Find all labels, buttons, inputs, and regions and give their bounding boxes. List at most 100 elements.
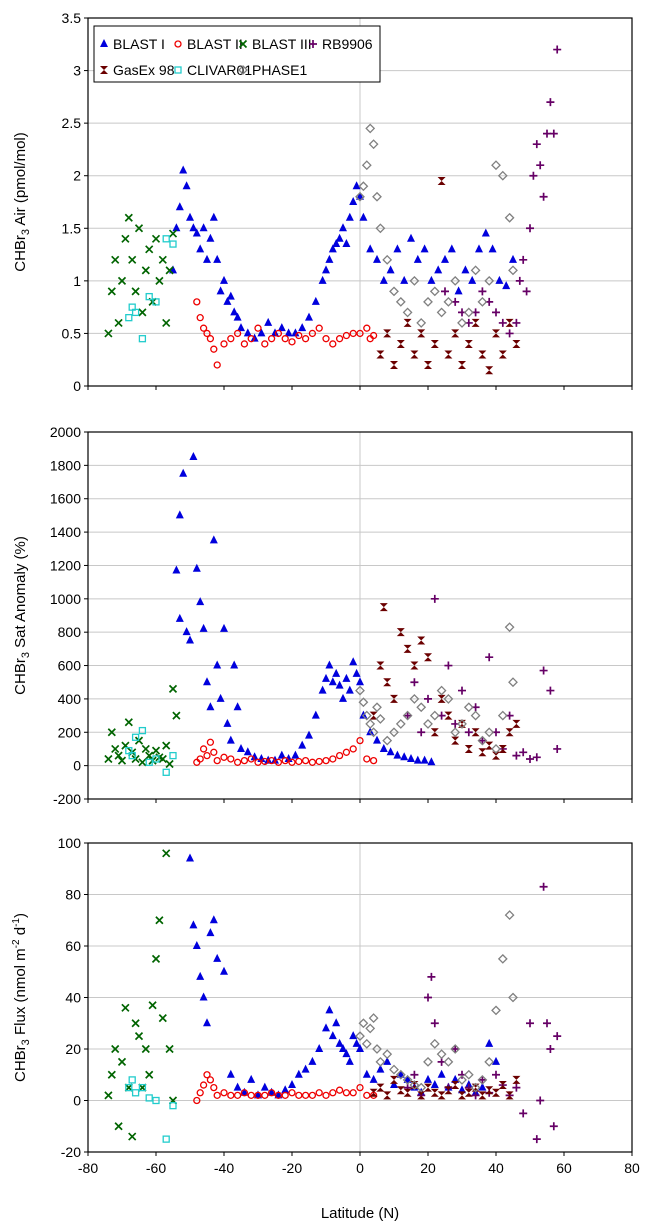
panel-2-point-blast-i [206, 702, 215, 711]
panel-1-point-blast-i [192, 228, 201, 237]
panel-2-point-phase1 [443, 693, 454, 704]
panel-2-point-phase1 [504, 622, 515, 633]
panel-1-point-clivar01 [162, 235, 170, 243]
panel-1-y-tick-label: 1 [73, 273, 81, 289]
panel-1-point-blast-ii [274, 329, 283, 338]
panel-3-y-tick-label: 60 [65, 938, 81, 954]
panel-2-point-phase1 [423, 719, 433, 729]
panel-3-point-blast-iii [107, 1070, 116, 1079]
panel-3-point-blast-i [335, 1038, 344, 1047]
panel-3-point-blast-i [478, 1082, 487, 1091]
panel-2-point-blast-i [192, 563, 201, 572]
panel-1-point-blast-ii [281, 335, 289, 343]
panel-3-point-blast-iii [165, 1044, 174, 1054]
panel-3-point-clivar01 [131, 1089, 140, 1097]
panel-3-point-clivar01 [145, 1094, 153, 1102]
panel-3-point-blast-ii [203, 1071, 211, 1079]
panel-2-point-blast-i [325, 660, 334, 669]
panel-3-point-blast-i [206, 928, 215, 937]
panel-2-point-blast-iii [145, 751, 154, 760]
panel-1-point-blast-i [264, 317, 273, 326]
panel-3-point-blast-ii [261, 1091, 269, 1099]
x-tick-label: -60 [146, 1160, 166, 1176]
panel-2-point-blast-ii [220, 753, 228, 761]
panel-2-point-gasex-98 [498, 744, 507, 753]
panel-2-y-tick-label: 0 [73, 758, 81, 774]
panel-2-point-phase1 [457, 719, 467, 729]
panel-3-point-blast-i [383, 1056, 392, 1065]
panel-1-point-clivar01 [145, 292, 153, 301]
panel-1-point-blast-i [172, 223, 181, 232]
panel-3-point-blast-i [322, 1023, 330, 1032]
panel-3-point-blast-iii [148, 1001, 157, 1010]
legend-marker-gasex-98 [100, 66, 108, 74]
panel-1-point-phase1 [497, 170, 508, 181]
panel-3-point-phase1 [436, 1049, 447, 1060]
panel-1-point-rb9906 [529, 171, 538, 180]
panel-3-point-blast-i [362, 1069, 371, 1078]
panel-1-point-rb9906 [512, 318, 521, 327]
panel-3-point-blast-ii [329, 1089, 337, 1097]
panel-2-point-blast-i [318, 685, 327, 694]
panel-3-point-rb9906 [526, 1019, 534, 1028]
panel-1-point-blast-iii [168, 229, 178, 238]
panel-1-point-phase1 [429, 286, 440, 297]
panel-1-point-blast-ii [254, 324, 262, 332]
panel-1-point-blast-ii [295, 331, 303, 340]
panel-1-point-phase1 [382, 254, 393, 265]
panel-2-point-rb9906 [546, 686, 555, 695]
panel-2-point-gasex-98 [430, 728, 439, 737]
panel-1-point-blast-ii [240, 340, 249, 348]
panel-1-point-blast-iii [114, 318, 123, 328]
panel-3-point-phase1 [450, 1044, 461, 1054]
panel-2-point-phase1 [395, 719, 406, 729]
panel-2-point-blast-ii [233, 758, 242, 766]
panel-1-point-gasex-98 [410, 350, 419, 359]
panel-3-point-rb9906 [427, 972, 436, 981]
panel-1-point-blast-i [175, 202, 184, 211]
panel-1-point-blast-i [203, 254, 211, 263]
panel-1-point-blast-i [182, 181, 191, 190]
panel-3-y-axis-title: CHBr3 Flux (nmol m-2 d-1) [11, 913, 32, 1082]
panel-3-point-blast-iii [121, 1003, 130, 1012]
panel-3-point-blast-ii [363, 1091, 371, 1099]
panel-1-y-axis-title: CHBr3 Air (pmol/mol) [12, 132, 32, 271]
panel-2-point-phase1 [477, 735, 488, 746]
panel-1-point-phase1 [416, 317, 427, 328]
panel-3-point-rb9906 [546, 1045, 555, 1053]
panel-3-point-blast-iii [131, 1019, 140, 1028]
panel-1-point-blast-iii [104, 329, 113, 338]
panel-1-point-blast-i [220, 275, 228, 284]
panel-2-point-rb9906 [553, 744, 562, 753]
panel-2-point-phase1 [372, 702, 382, 713]
panel-3-point-clivar01 [138, 1083, 147, 1092]
panel-2-point-blast-i [427, 757, 436, 766]
panel-1-point-phase1 [491, 160, 501, 171]
panel-2-point-blast-i [277, 750, 286, 759]
panel-2-point-blast-ii [240, 756, 249, 765]
panel-3-point-phase1 [423, 1056, 433, 1067]
panel-2-point-blast-i [413, 755, 422, 764]
panel-1-point-blast-i [447, 244, 456, 253]
panel-2-point-clivar01 [131, 733, 140, 741]
panel-2-plot-area [104, 452, 562, 776]
panel-1-point-gasex-98 [464, 339, 473, 348]
panel-3-point-blast-i [220, 966, 228, 975]
panel-3-point-phase1 [368, 1013, 379, 1024]
panel-1-point-blast-i [305, 312, 313, 321]
panel-1-point-phase1 [470, 265, 481, 276]
panel-3-point-blast-iii [162, 849, 171, 858]
panel-2-point-blast-i [250, 752, 259, 761]
panel-3-point-gasex-98 [396, 1086, 405, 1095]
panel-1-point-blast-i [481, 228, 490, 237]
panel-3-point-blast-ii [301, 1091, 310, 1099]
x-tick-label: 40 [488, 1160, 504, 1176]
legend-marker-blast-ii [174, 40, 182, 48]
panel-3-point-phase1 [497, 953, 508, 964]
panel-3-point-phase1 [402, 1074, 413, 1085]
panel-2-y-tick-label: 1200 [50, 557, 81, 573]
panel-2-point-gasex-98 [379, 603, 388, 612]
panel-2-point-phase1 [361, 710, 372, 721]
panel-3-point-blast-i [345, 1056, 354, 1065]
panel-2-y-tick-label: 200 [58, 724, 82, 740]
